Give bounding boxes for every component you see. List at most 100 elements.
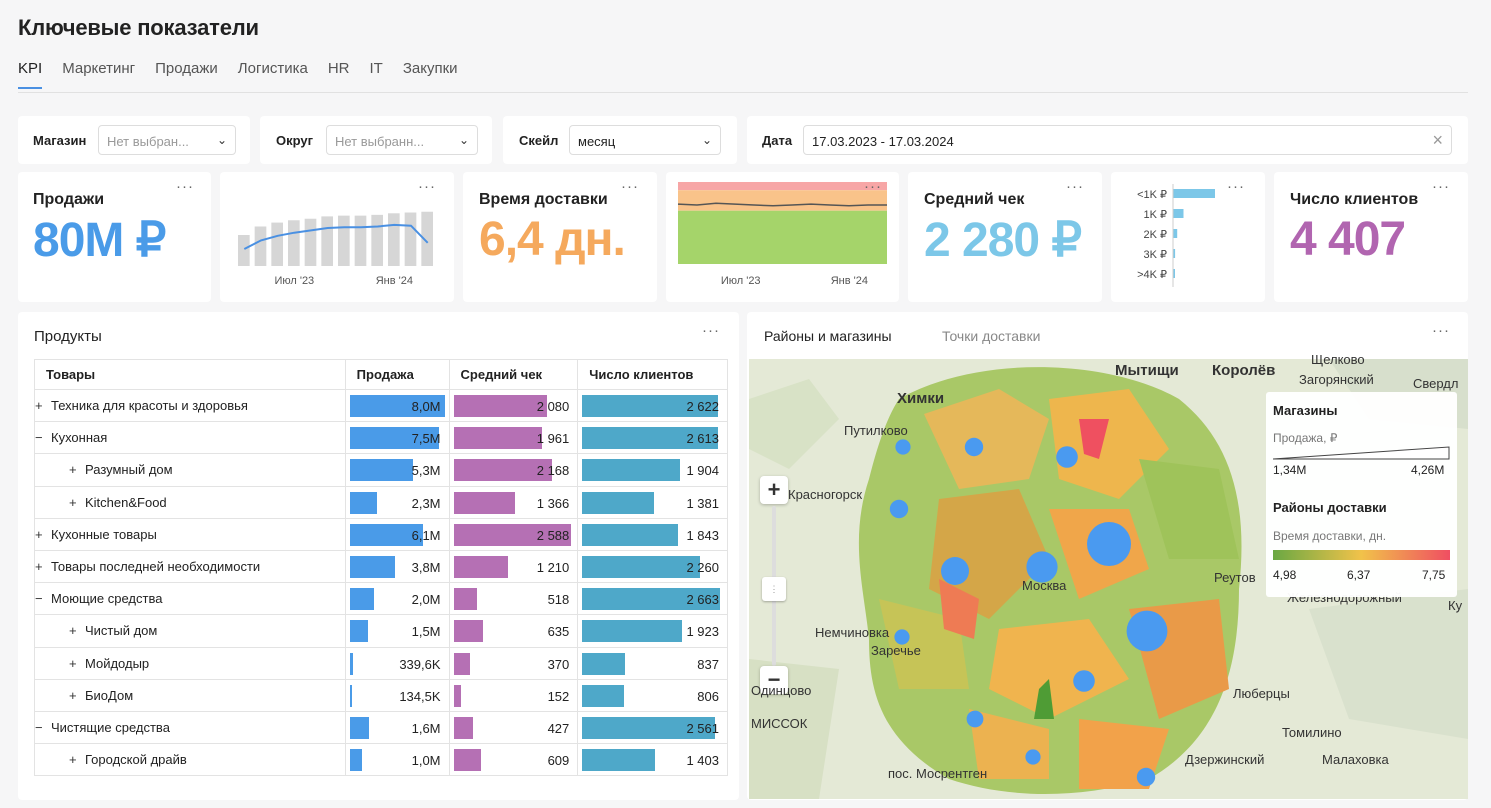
product-name-cell: + Разумный дом xyxy=(34,453,346,487)
map-label-reutov: Реутов xyxy=(1214,570,1256,585)
map-label-ku: Ку xyxy=(1448,598,1463,613)
table-row[interactable]: + Техника для красоты и здоровья 8,0M 2 080… xyxy=(34,388,728,423)
table-row[interactable]: + БиоДом 134,5K 152 806 xyxy=(34,678,728,712)
collapse-icon[interactable]: − xyxy=(35,430,43,446)
sales-value: 339,6K xyxy=(399,656,441,672)
expand-icon[interactable]: + xyxy=(69,655,77,671)
clear-icon[interactable]: × xyxy=(1432,130,1443,150)
clients-cell: 1 843 xyxy=(577,517,728,551)
sales-bar xyxy=(349,427,439,450)
expand-icon[interactable]: + xyxy=(69,494,77,510)
tab-hr[interactable]: HR xyxy=(327,60,350,77)
sales-value: 1,6M xyxy=(411,720,441,736)
more-icon[interactable]: ··· xyxy=(418,178,436,195)
expand-icon[interactable]: + xyxy=(69,623,77,639)
check-category-label: >4K ₽ xyxy=(1137,269,1167,281)
tab-procurement[interactable]: Закупки xyxy=(402,60,458,77)
product-name-cell: + Товары последней необходимости xyxy=(34,549,346,584)
collapse-icon[interactable]: − xyxy=(35,591,43,607)
sales-value: 134,5K xyxy=(399,688,441,704)
tab-districts-stores[interactable]: Районы и магазины xyxy=(764,328,892,344)
expand-icon[interactable]: + xyxy=(69,687,77,703)
table-row[interactable]: + Разумный дом 5,3M 2 168 1 904 xyxy=(34,453,728,487)
clients-value: 1 381 xyxy=(686,495,719,511)
table-row[interactable]: + Kitchen&Food 2,3M 1 366 1 381 xyxy=(34,485,728,519)
legend-districts-title: Районы доставки xyxy=(1273,500,1387,515)
table-row[interactable]: + Кухонные товары 6,1M 2 588 1 843 xyxy=(34,517,728,551)
zoom-slider-handle[interactable]: ⋮ xyxy=(762,577,786,601)
page-title: Ключевые показатели xyxy=(18,15,259,40)
clients-cell: 2 622 xyxy=(577,388,728,423)
check-category-label: 1K ₽ xyxy=(1143,209,1167,221)
more-icon[interactable]: ··· xyxy=(1066,178,1084,195)
scale-select[interactable]: месяц ⌄ xyxy=(569,125,721,155)
collapse-icon[interactable]: − xyxy=(35,719,43,735)
store-markers xyxy=(889,437,1168,787)
check-distribution-chart: <1K ₽ 1K ₽ 2K ₽ 3K ₽ >4K ₽ xyxy=(1137,184,1215,287)
avg-check-bar xyxy=(453,427,542,450)
column-header-products[interactable]: Товары xyxy=(34,359,346,390)
clients-bar xyxy=(582,749,656,772)
expand-icon[interactable]: + xyxy=(35,559,43,575)
expand-icon[interactable]: + xyxy=(69,462,77,478)
product-name: Разумный дом xyxy=(85,462,173,478)
more-icon[interactable]: ··· xyxy=(702,322,720,339)
tab-logistics[interactable]: Логистика xyxy=(237,60,308,77)
legend-districts-metric: Время доставки, дн. xyxy=(1273,529,1387,543)
zoom-out-button[interactable]: − xyxy=(760,666,788,694)
avg-check-bar xyxy=(453,620,483,643)
more-icon[interactable]: ··· xyxy=(864,178,882,195)
clients-bar xyxy=(582,491,655,514)
clients-bar xyxy=(582,620,682,643)
table-row[interactable]: − Моющие средства 2,0M 518 2 663 xyxy=(34,582,728,616)
sales-bar xyxy=(349,523,423,546)
table-row[interactable]: − Кухонная 7,5M 1 961 2 613 xyxy=(34,421,728,455)
expand-icon[interactable]: + xyxy=(35,526,43,542)
product-name: Чистый дом xyxy=(85,623,158,639)
table-row[interactable]: + Товары последней необходимости 3,8M 1 210… xyxy=(34,549,728,584)
sales-bar xyxy=(349,555,395,578)
store-marker xyxy=(1136,767,1156,787)
sales-bar xyxy=(349,588,374,611)
tab-delivery-points[interactable]: Точки доставки xyxy=(942,328,1041,344)
map-label-odintsovo: Одинцово xyxy=(751,683,812,698)
sales-bar xyxy=(349,652,354,675)
more-icon[interactable]: ··· xyxy=(621,178,639,195)
sales-bar xyxy=(349,684,352,707)
expand-icon[interactable]: + xyxy=(69,752,77,768)
tab-sales[interactable]: Продажи xyxy=(155,60,218,77)
district-select[interactable]: Нет выбранн... ⌄ xyxy=(326,125,478,155)
date-range-input[interactable]: 17.03.2023 - 17.03.2024 × xyxy=(803,125,1452,155)
column-header-sales[interactable]: Продажа xyxy=(344,359,450,390)
clients-bar xyxy=(582,523,678,546)
check-category-label: <1K ₽ xyxy=(1137,189,1167,201)
store-filter-card: Магазин Нет выбран... ⌄ xyxy=(18,116,250,164)
product-name-cell: − Моющие средства xyxy=(34,582,346,616)
district-filter-label: Округ xyxy=(276,133,314,148)
more-icon[interactable]: ··· xyxy=(1432,178,1450,195)
product-name: Товары последней необходимости xyxy=(51,559,261,575)
more-icon[interactable]: ··· xyxy=(176,178,194,195)
column-header-avg-check[interactable]: Средний чек xyxy=(448,359,579,390)
clients-cell: 2 663 xyxy=(577,582,728,616)
avg-check-cell: 2 168 xyxy=(448,453,579,487)
district-map[interactable] xyxy=(749,359,1468,799)
avg-check-cell: 1 366 xyxy=(448,485,579,519)
tab-it[interactable]: IT xyxy=(369,60,383,77)
expand-icon[interactable]: + xyxy=(35,398,43,414)
zoom-in-button[interactable]: + xyxy=(760,476,788,504)
avg-check-bar xyxy=(453,555,508,578)
tab-marketing[interactable]: Маркетинг xyxy=(62,60,136,77)
avg-check-cell: 635 xyxy=(448,614,579,648)
table-row[interactable]: − Чистящие средства 1,6M 427 2 561 xyxy=(34,710,728,745)
tab-kpi[interactable]: KPI xyxy=(18,60,43,89)
table-row[interactable]: + Чистый дом 1,5M 635 1 923 xyxy=(34,614,728,648)
more-icon[interactable]: ··· xyxy=(1227,178,1245,195)
product-name: БиоДом xyxy=(85,687,134,703)
column-header-clients[interactable]: Число клиентов xyxy=(577,359,728,390)
table-row[interactable]: + Мойдодыр 339,6K 370 837 xyxy=(34,646,728,680)
table-row[interactable]: + Городской драйв 1,0M 609 1 403 xyxy=(34,743,728,777)
more-icon[interactable]: ··· xyxy=(1432,322,1450,339)
store-select[interactable]: Нет выбран... ⌄ xyxy=(98,125,236,155)
sales-cell: 2,3M xyxy=(344,485,450,519)
